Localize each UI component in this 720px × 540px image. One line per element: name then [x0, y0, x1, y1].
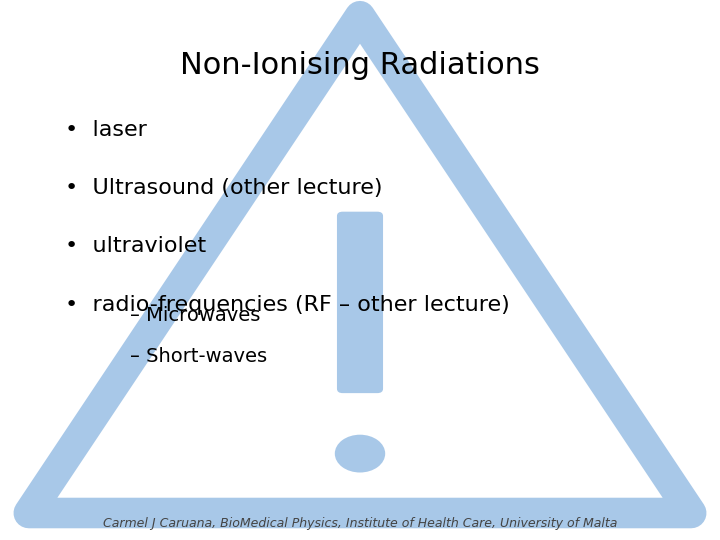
- Text: – Microwaves: – Microwaves: [130, 306, 260, 326]
- Text: Carmel J Caruana, BioMedical Physics, Institute of Health Care, University of Ma: Carmel J Caruana, BioMedical Physics, In…: [103, 517, 617, 530]
- Text: Non-Ionising Radiations: Non-Ionising Radiations: [180, 51, 540, 80]
- Text: •  Ultrasound (other lecture): • Ultrasound (other lecture): [65, 178, 382, 198]
- Text: – Short-waves: – Short-waves: [130, 347, 266, 366]
- Text: •  ultraviolet: • ultraviolet: [65, 236, 206, 256]
- Text: •  laser: • laser: [65, 119, 147, 140]
- Text: •  radio-frequencies (RF – other lecture): • radio-frequencies (RF – other lecture): [65, 294, 510, 315]
- FancyBboxPatch shape: [337, 212, 383, 393]
- Circle shape: [335, 435, 385, 472]
